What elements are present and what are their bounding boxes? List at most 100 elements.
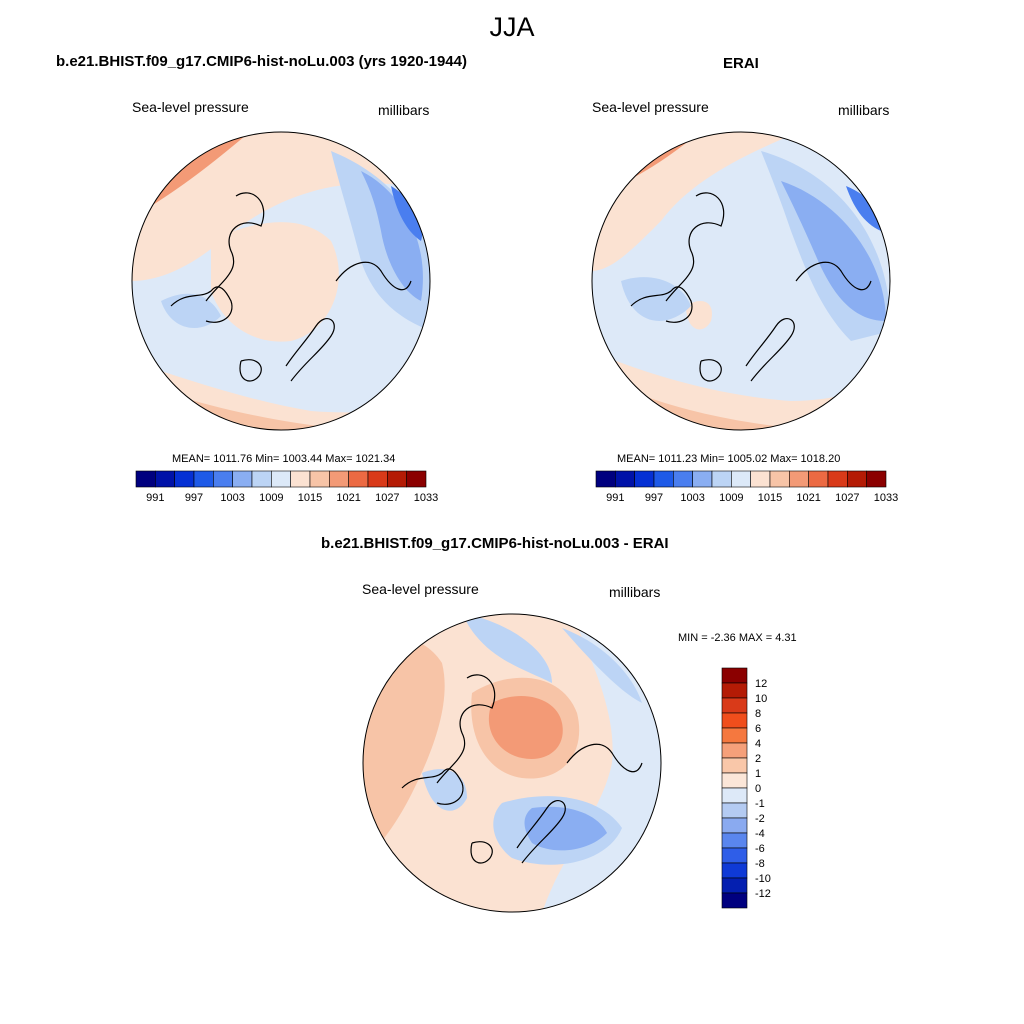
colorbar-2-swatch bbox=[615, 470, 635, 488]
colorbar-1-swatch bbox=[251, 470, 272, 488]
panel-3-stats: MIN = -2.36 MAX = 4.31 bbox=[678, 632, 797, 644]
colorbar-3-swatch bbox=[721, 877, 748, 894]
panel-2-polar-map bbox=[591, 131, 891, 431]
colorbar-1-tick-label: 1015 bbox=[298, 492, 322, 504]
colorbar-2-swatch bbox=[595, 470, 616, 488]
colorbar-1-tick-label: 1021 bbox=[336, 492, 360, 504]
colorbar-1-tick-label: 1027 bbox=[375, 492, 399, 504]
colorbar-2-swatch bbox=[789, 470, 809, 488]
colorbar-2-swatch bbox=[827, 470, 848, 488]
panel-1-variable-label: Sea-level pressure bbox=[132, 99, 249, 115]
panel-1-title: b.e21.BHIST.f09_g17.CMIP6-hist-noLu.003 … bbox=[56, 53, 467, 70]
colorbar-3-tick-label: -1 bbox=[755, 798, 765, 810]
pressure-region bbox=[562, 628, 642, 703]
colorbar-2-swatch bbox=[808, 470, 829, 488]
colorbar-3-swatch bbox=[721, 667, 748, 684]
colorbar-1-tick-label: 1033 bbox=[414, 492, 438, 504]
colorbar-2-tick-label: 1033 bbox=[874, 492, 898, 504]
panel-1-units-label: millibars bbox=[378, 102, 430, 118]
colorbar-3-swatch bbox=[721, 802, 748, 819]
colorbar-3-tick-label: 4 bbox=[755, 738, 761, 750]
panel-2-stats: MEAN= 1011.23 Min= 1005.02 Max= 1018.20 bbox=[617, 453, 841, 465]
pressure-region bbox=[422, 769, 467, 811]
colorbar-3-swatch bbox=[721, 697, 748, 714]
coastline bbox=[335, 261, 412, 291]
coastline bbox=[170, 286, 233, 323]
colorbar-1-swatch bbox=[290, 470, 311, 488]
colorbar-1-swatch bbox=[387, 470, 407, 488]
panel-3-units-label: millibars bbox=[609, 584, 661, 600]
colorbar-3-swatch bbox=[721, 742, 748, 759]
colorbar-1-swatch bbox=[271, 470, 291, 488]
panel-2-colorbar: 991 997 1003 1009 1015 1021 1027 1033 bbox=[595, 470, 898, 504]
pressure-region bbox=[462, 614, 552, 683]
map-boundary bbox=[591, 131, 891, 431]
colorbar-1-tick-label: 1003 bbox=[220, 492, 244, 504]
colorbar-3-swatch bbox=[721, 892, 748, 909]
colorbar-1-swatch bbox=[232, 470, 253, 488]
colorbar-3-tick-label: -12 bbox=[755, 888, 771, 900]
pressure-region bbox=[846, 186, 882, 231]
coastline bbox=[665, 192, 725, 302]
pressure-region bbox=[524, 806, 607, 851]
pressure-region bbox=[781, 181, 886, 321]
colorbar-1-swatch bbox=[155, 470, 175, 488]
colorbar-3-tick-label: 12 bbox=[755, 678, 767, 690]
colorbar-2-tick-label: 1009 bbox=[719, 492, 743, 504]
panel-3-title: b.e21.BHIST.f09_g17.CMIP6-hist-noLu.003 … bbox=[321, 535, 669, 552]
colorbar-3-tick-label: -4 bbox=[755, 828, 765, 840]
pressure-region bbox=[488, 695, 563, 759]
coastline bbox=[566, 743, 643, 773]
pressure-region bbox=[361, 171, 423, 301]
colorbar-3-swatch bbox=[721, 847, 748, 864]
colorbar-1-tick-label: 991 bbox=[146, 492, 164, 504]
colorbar-2-tick-label: 991 bbox=[606, 492, 624, 504]
coastline bbox=[630, 286, 693, 323]
colorbar-1-swatch bbox=[309, 470, 330, 488]
panel-3-variable-label: Sea-level pressure bbox=[362, 581, 479, 597]
colorbar-1-swatch bbox=[213, 470, 233, 488]
coastline bbox=[470, 841, 493, 864]
colorbar-2-swatch bbox=[673, 470, 693, 488]
colorbar-1-swatch bbox=[329, 470, 349, 488]
coastline bbox=[285, 318, 335, 382]
colorbar-2-tick-label: 1003 bbox=[680, 492, 704, 504]
colorbar-3-tick-label: 2 bbox=[755, 753, 761, 765]
pressure-region bbox=[211, 222, 339, 342]
coastline bbox=[239, 359, 262, 382]
coastline bbox=[516, 800, 566, 864]
coastline bbox=[436, 674, 496, 784]
figure-title: JJA bbox=[489, 12, 535, 42]
colorbar-2-swatch bbox=[711, 470, 732, 488]
colorbar-1-swatch bbox=[367, 470, 388, 488]
colorbar-2-swatch bbox=[731, 470, 751, 488]
colorbar-3-tick-label: 6 bbox=[755, 723, 761, 735]
colorbar-2-tick-label: 1027 bbox=[835, 492, 859, 504]
panel-2-units-label: millibars bbox=[838, 102, 890, 118]
coastline bbox=[795, 261, 872, 291]
colorbar-2-swatch bbox=[847, 470, 867, 488]
colorbar-1-swatch bbox=[406, 470, 427, 488]
colorbar-1-swatch bbox=[348, 470, 369, 488]
colorbar-2-tick-label: 1021 bbox=[796, 492, 820, 504]
coastline bbox=[699, 359, 722, 382]
colorbar-3-tick-label: 1 bbox=[755, 768, 761, 780]
panel-2-title: ERAI bbox=[723, 55, 759, 72]
coastline bbox=[745, 318, 795, 382]
colorbar-1-swatch bbox=[135, 470, 156, 488]
map-boundary bbox=[131, 131, 431, 431]
panel-3-polar-map bbox=[362, 613, 662, 913]
colorbar-2-swatch bbox=[692, 470, 713, 488]
colorbar-3-tick-label: 8 bbox=[755, 708, 761, 720]
colorbar-3-swatch bbox=[721, 727, 748, 744]
colorbar-3-swatch bbox=[721, 712, 748, 729]
colorbar-3-swatch bbox=[721, 832, 748, 849]
colorbar-3-tick-label: 0 bbox=[755, 783, 761, 795]
colorbar-2-swatch bbox=[866, 470, 887, 488]
colorbar-2-tick-label: 997 bbox=[645, 492, 663, 504]
colorbar-3-swatch bbox=[721, 862, 748, 879]
colorbar-2-tick-label: 1015 bbox=[758, 492, 782, 504]
colorbar-1-tick-label: 1009 bbox=[259, 492, 283, 504]
pressure-region bbox=[391, 186, 423, 241]
